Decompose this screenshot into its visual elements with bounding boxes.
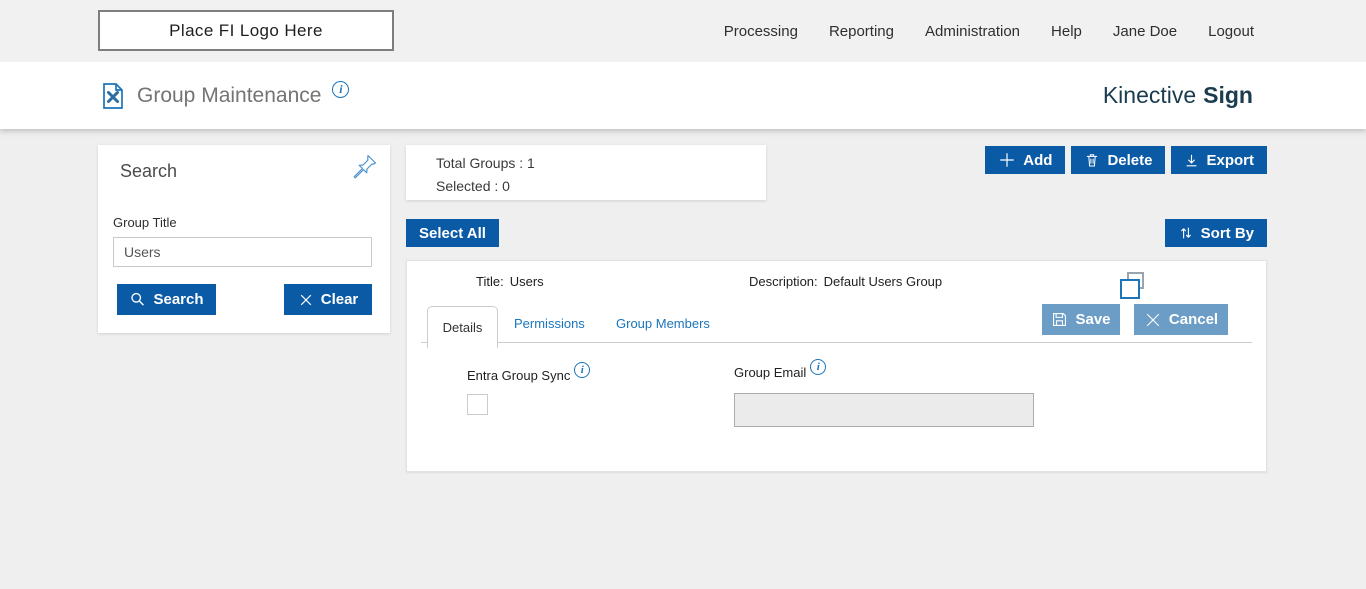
- clear-button-label: Clear: [320, 291, 359, 308]
- summary-box: Total Groups : 1 Selected : 0: [406, 145, 766, 200]
- search-button[interactable]: Search: [117, 284, 216, 315]
- group-card: Title: Users Description: Default Users …: [406, 260, 1267, 472]
- delete-button[interactable]: Delete: [1071, 146, 1166, 174]
- floppy-icon: [1051, 311, 1068, 328]
- nav-item-reporting[interactable]: Reporting: [828, 22, 894, 40]
- search-panel-title: Search: [120, 161, 178, 181]
- pin-icon[interactable]: [351, 152, 379, 182]
- x-icon: [1144, 311, 1162, 329]
- copy-icon-front-square: [1120, 279, 1140, 299]
- total-groups-text: Total Groups : 1: [436, 155, 535, 171]
- tab-divider: [421, 342, 1252, 343]
- sort-icon: [1178, 225, 1194, 241]
- group-title-label: Group Title: [113, 215, 177, 230]
- group-description-meta: Description: Default Users Group: [749, 274, 942, 289]
- page-info-icon[interactable]: i: [332, 81, 350, 98]
- fi-logo-placeholder: Place FI Logo Here: [98, 10, 394, 51]
- x-icon: [298, 292, 314, 308]
- copy-icon[interactable]: [1120, 272, 1147, 302]
- search-button-label: Search: [153, 291, 204, 308]
- tab-group-members[interactable]: Group Members: [616, 316, 710, 331]
- cancel-button[interactable]: Cancel: [1134, 304, 1228, 335]
- title-label: Title:: [476, 274, 504, 289]
- save-button[interactable]: Save: [1042, 304, 1120, 335]
- action-toolbar: Add Delete Export: [985, 146, 1267, 174]
- entra-group-sync-label: Entra Group Sync i: [467, 362, 591, 383]
- export-button[interactable]: Export: [1171, 146, 1267, 174]
- nav-item-processing[interactable]: Processing: [723, 22, 798, 40]
- group-title-meta: Title: Users: [476, 274, 544, 289]
- brand-suffix: Sign: [1203, 82, 1253, 108]
- save-button-label: Save: [1075, 311, 1111, 328]
- entra-info-icon[interactable]: i: [574, 362, 591, 378]
- title-bar: Group Maintenance i Kinective Sign: [0, 62, 1366, 129]
- tab-permissions[interactable]: Permissions: [514, 316, 585, 331]
- download-icon: [1184, 153, 1199, 168]
- title-value: Users: [509, 274, 544, 289]
- fi-logo-text: Place FI Logo Here: [169, 20, 323, 40]
- tab-details[interactable]: Details: [427, 306, 498, 348]
- selected-count-text: Selected : 0: [436, 178, 510, 194]
- sort-by-label: Sort By: [1200, 224, 1254, 242]
- group-email-label: Group Email i: [734, 359, 827, 380]
- brand-logo: Kinective Sign: [1103, 62, 1253, 129]
- search-panel: Search Group Title Search: [98, 145, 390, 333]
- delete-button-label: Delete: [1107, 151, 1153, 169]
- page-title: Group Maintenance: [137, 83, 322, 107]
- add-button[interactable]: Add: [985, 146, 1066, 174]
- sort-by-button[interactable]: Sort By: [1164, 219, 1267, 247]
- main-nav: Processing Reporting Administration Help…: [724, 0, 1254, 62]
- nav-item-help[interactable]: Help: [1051, 22, 1082, 40]
- content-area: Search Group Title Search: [0, 129, 1366, 589]
- group-email-input: [734, 393, 1034, 427]
- email-info-icon[interactable]: i: [810, 359, 827, 375]
- entra-group-sync-checkbox[interactable]: [467, 394, 488, 415]
- search-icon: [129, 291, 146, 308]
- description-value: Default Users Group: [823, 274, 943, 289]
- select-all-button[interactable]: Select All: [406, 219, 499, 247]
- add-button-label: Add: [1023, 151, 1053, 169]
- nav-item-administration[interactable]: Administration: [924, 22, 1021, 40]
- export-button-label: Export: [1206, 151, 1254, 169]
- nav-item-logout[interactable]: Logout: [1208, 22, 1254, 40]
- nav-item-user[interactable]: Jane Doe: [1112, 22, 1178, 40]
- select-all-label: Select All: [419, 224, 486, 242]
- plus-icon: [998, 151, 1016, 169]
- cancel-button-label: Cancel: [1168, 311, 1219, 328]
- trash-icon: [1084, 152, 1100, 168]
- brand-name: Kinective: [1102, 82, 1197, 108]
- page-doc-icon: [100, 82, 126, 110]
- top-bar: Place FI Logo Here Processing Reporting …: [0, 0, 1366, 62]
- group-title-input[interactable]: [113, 237, 372, 267]
- description-label: Description:: [749, 274, 818, 289]
- clear-button[interactable]: Clear: [284, 284, 372, 315]
